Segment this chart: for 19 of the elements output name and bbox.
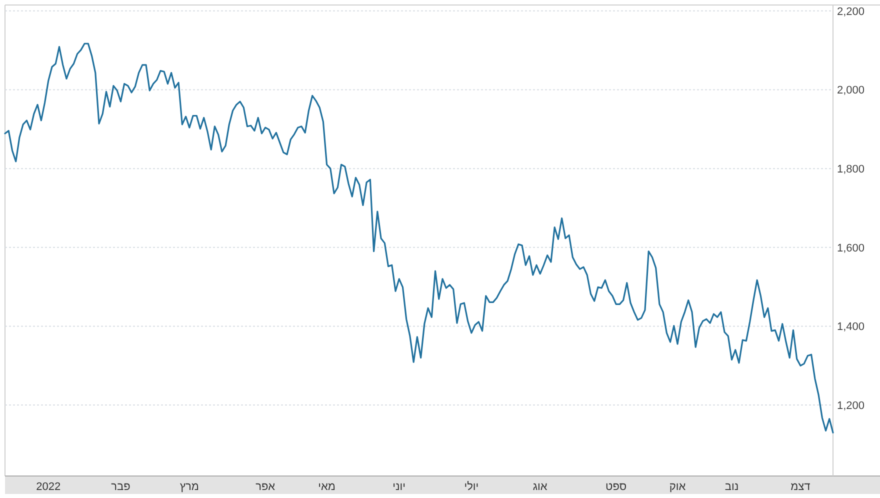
y-tick-label: 1,400 xyxy=(837,321,865,334)
x-tick-label: דצמ xyxy=(790,481,810,493)
x-tick-label: 2022 xyxy=(36,481,61,493)
x-tick-label: ספט xyxy=(606,481,627,493)
x-tick-label: נוב xyxy=(724,481,739,493)
x-tick-label: פבר xyxy=(111,481,131,493)
x-tick-label: מרץ xyxy=(180,481,199,493)
x-tick-label: אוג xyxy=(532,481,548,493)
y-tick-label: 1,600 xyxy=(837,242,865,254)
x-tick-label: יוני xyxy=(392,481,406,493)
y-tick-label: 1,200 xyxy=(837,400,865,412)
line-series xyxy=(4,42,834,434)
y-tick-label: 2,000 xyxy=(837,84,865,97)
y-tick-label: 1,800 xyxy=(837,164,865,176)
x-tick-label: אפר xyxy=(256,481,276,493)
y-tick-label: 2,200 xyxy=(837,6,865,18)
x-tick-label: מאי xyxy=(318,481,336,493)
x-tick-label: יולי xyxy=(464,481,479,493)
x-tick-label: אוק xyxy=(669,481,686,493)
